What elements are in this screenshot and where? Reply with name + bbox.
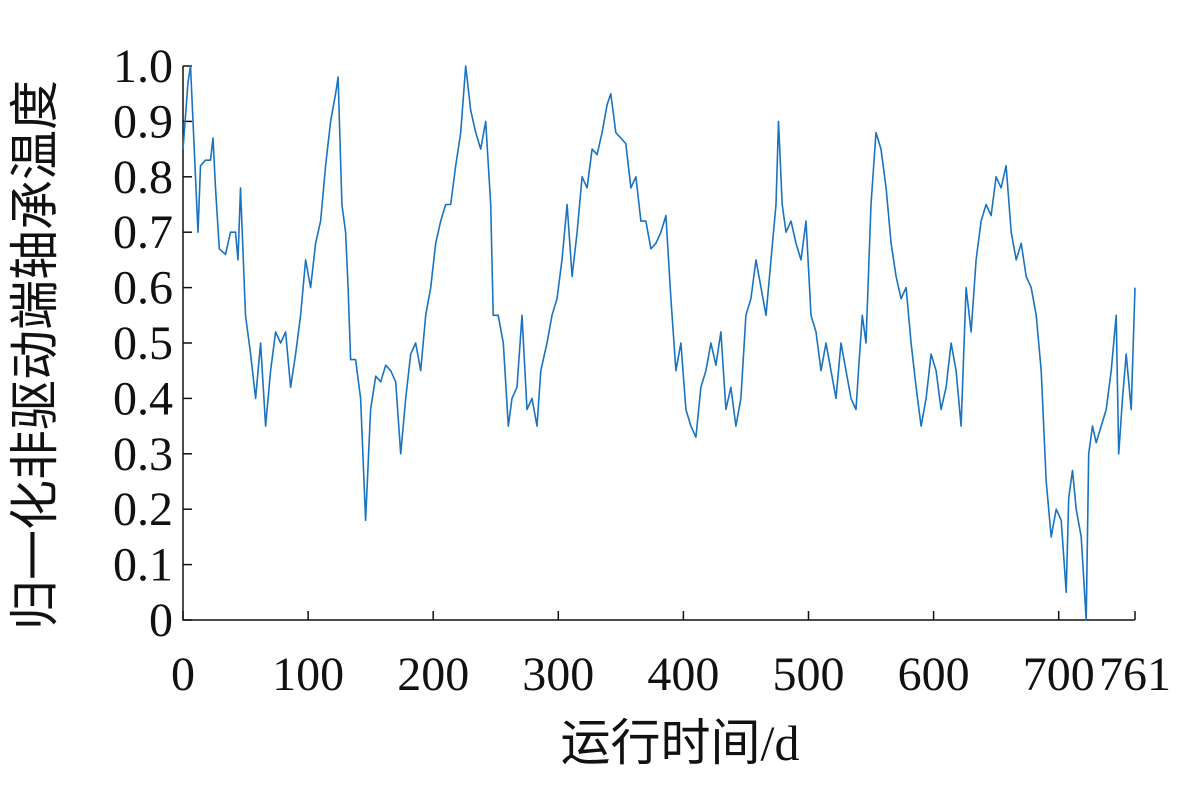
y-tick-label: 0.5 xyxy=(113,317,173,370)
y-tick-label: 0.1 xyxy=(113,539,173,592)
x-tick-label: 300 xyxy=(522,648,594,701)
y-tick-label: 0.9 xyxy=(113,95,173,148)
x-tick-label: 400 xyxy=(647,648,719,701)
y-tick-label: 0.2 xyxy=(113,483,173,536)
x-tick-label: 100 xyxy=(272,648,344,701)
y-tick-label: 0.7 xyxy=(113,206,173,259)
x-tick-label: 700 xyxy=(1023,648,1095,701)
y-tick-label: 0.6 xyxy=(113,262,173,315)
x-tick-label: 600 xyxy=(898,648,970,701)
x-tick-label: 0 xyxy=(171,648,195,701)
y-tick-label: 0 xyxy=(149,594,173,647)
x-axis-label: 运行时间/d xyxy=(561,715,800,771)
y-tick-label: 1.0 xyxy=(113,40,173,93)
x-tick-label: 200 xyxy=(397,648,469,701)
y-tick-label: 0.8 xyxy=(113,151,173,204)
y-axis-label: 归一化非驱动端轴承温度 xyxy=(7,80,63,630)
x-tick-label: 761 xyxy=(1099,648,1171,701)
x-tick-label: 500 xyxy=(772,648,844,701)
axes xyxy=(182,66,1135,621)
y-tick-label: 0.4 xyxy=(113,372,173,425)
data-line xyxy=(182,65,1136,621)
y-tick-label: 0.3 xyxy=(113,428,173,481)
